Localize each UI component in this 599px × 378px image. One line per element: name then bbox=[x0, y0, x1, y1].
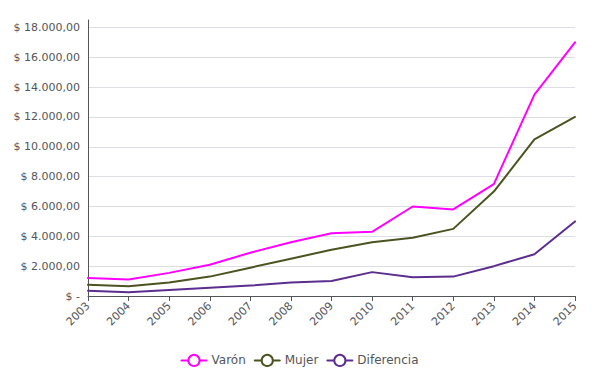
svg-text:2012: 2012 bbox=[429, 299, 458, 328]
svg-text:Diferencia: Diferencia bbox=[357, 353, 418, 367]
svg-text:2011: 2011 bbox=[388, 299, 417, 328]
svg-text:$ -: $ - bbox=[66, 290, 80, 303]
svg-text:Mujer: Mujer bbox=[285, 353, 319, 367]
svg-text:$ 6.000,00: $ 6.000,00 bbox=[21, 200, 80, 213]
svg-text:$ 4.000,00: $ 4.000,00 bbox=[21, 230, 80, 243]
svg-text:2015: 2015 bbox=[551, 299, 580, 328]
svg-text:2005: 2005 bbox=[145, 299, 174, 328]
svg-text:2006: 2006 bbox=[185, 299, 214, 328]
svg-text:$ 8.000,00: $ 8.000,00 bbox=[21, 170, 80, 183]
svg-text:$ 14.000,00: $ 14.000,00 bbox=[14, 81, 80, 94]
svg-text:2003: 2003 bbox=[64, 299, 93, 328]
svg-text:Varón: Varón bbox=[212, 353, 246, 367]
svg-text:$ 2.000,00: $ 2.000,00 bbox=[21, 260, 80, 273]
svg-text:$ 18.000,00: $ 18.000,00 bbox=[14, 21, 80, 34]
svg-text:2008: 2008 bbox=[267, 299, 296, 328]
svg-text:2010: 2010 bbox=[348, 299, 377, 328]
svg-text:2013: 2013 bbox=[469, 299, 498, 328]
svg-text:2009: 2009 bbox=[307, 299, 336, 328]
svg-text:$ 10.000,00: $ 10.000,00 bbox=[14, 140, 80, 153]
svg-text:2004: 2004 bbox=[104, 299, 133, 328]
svg-text:2007: 2007 bbox=[226, 299, 255, 328]
svg-text:2014: 2014 bbox=[510, 299, 539, 328]
svg-text:$ 12.000,00: $ 12.000,00 bbox=[14, 110, 80, 123]
svg-text:$ 16.000,00: $ 16.000,00 bbox=[14, 51, 80, 64]
